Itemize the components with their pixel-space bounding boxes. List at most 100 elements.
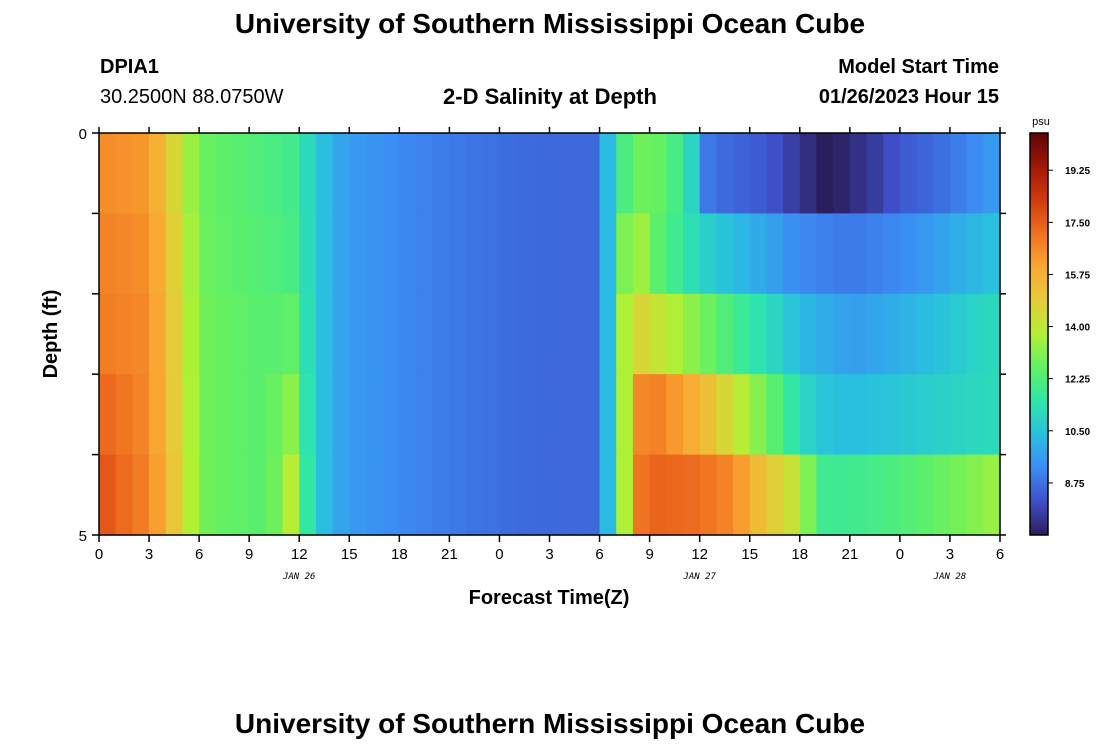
heatmap-cell — [899, 133, 918, 214]
heatmap-cell — [716, 454, 734, 536]
heatmap-cell — [699, 374, 717, 456]
salinity-heatmap-chart: 0 3 6 9 12 15 18 21 0 3 6 9 12 15 18 21 0 3 6 JAN 26 JAN 27 J… — [40, 116, 1090, 609]
heatmap-cell — [199, 374, 217, 456]
heatmap-cell — [566, 213, 584, 295]
heatmap-cell — [399, 133, 417, 214]
heatmap-cell — [783, 133, 801, 214]
x-tick-label: 9 — [245, 546, 253, 563]
heatmap-cell — [966, 133, 984, 214]
heatmap-cell — [332, 213, 350, 295]
colorbar: psu 8.75 10.50 12.25 14.00 15.75 17.50 19.25 — [1029, 116, 1090, 536]
heatmap-cell — [682, 133, 701, 214]
heatmap-cell — [199, 213, 217, 295]
heatmap-cell — [182, 293, 200, 375]
x-axis-label: Forecast Time(Z) — [469, 587, 630, 609]
heatmap-cell — [265, 454, 284, 536]
heatmap-cell — [315, 133, 334, 214]
heatmap-cell — [315, 293, 334, 375]
heatmap-cell — [649, 293, 667, 375]
heatmap-cell — [733, 454, 751, 536]
x-tick-label: 15 — [741, 546, 758, 563]
heatmap-cell — [849, 213, 868, 295]
heatmap-cell — [482, 293, 501, 375]
x-tick-label: 3 — [946, 546, 954, 563]
heatmap-cell — [733, 213, 751, 295]
date-label: JAN 26 — [282, 572, 316, 582]
heatmap-cell — [833, 454, 851, 536]
heatmap-cell — [649, 133, 667, 214]
heatmap-cell — [432, 213, 450, 295]
heatmap-cell — [883, 454, 901, 536]
heatmap-cell — [149, 293, 167, 375]
heatmap-cell — [866, 293, 884, 375]
heatmap-cell — [165, 374, 184, 456]
heatmap-cell — [449, 133, 467, 214]
heatmap-cell — [99, 454, 117, 536]
heatmap-cell — [182, 133, 200, 214]
colorbar-tick-label: 14.00 — [1065, 323, 1090, 334]
heatmap-cell — [833, 213, 851, 295]
heatmap-cell — [616, 374, 634, 456]
heatmap-cell — [566, 374, 584, 456]
heatmap-cell — [682, 374, 701, 456]
heatmap-cell — [716, 133, 734, 214]
heatmap-cell — [983, 293, 1001, 375]
heatmap-cell — [582, 374, 601, 456]
heatmap-cell — [516, 374, 534, 456]
heatmap-cell — [966, 374, 984, 456]
heatmap-cell — [232, 293, 250, 375]
heatmap-cell — [416, 293, 434, 375]
heatmap-cell — [115, 213, 133, 295]
x-tick-label: 21 — [841, 546, 858, 563]
heatmap-cell — [516, 133, 534, 214]
heatmap-cell — [215, 454, 234, 536]
heatmap-cell — [916, 454, 934, 536]
heatmap-cell — [232, 454, 250, 536]
heatmap-cell — [549, 454, 567, 536]
heatmap-cell — [499, 293, 517, 375]
heatmap-cell — [182, 374, 200, 456]
heatmap-cell — [599, 293, 617, 375]
y-tick-label: 5 — [79, 528, 87, 545]
heatmap-cell — [799, 293, 818, 375]
colorbar-tick-label: 10.50 — [1065, 427, 1090, 438]
heatmap-cell — [883, 133, 901, 214]
heatmap-cell — [783, 454, 801, 536]
heatmap-cell — [532, 293, 551, 375]
heatmap-cell — [766, 374, 784, 456]
y-axis: 05 — [79, 126, 1006, 545]
heatmap-cell — [632, 293, 651, 375]
heatmap-cell — [382, 293, 400, 375]
heatmap-cell — [349, 374, 367, 456]
heatmap-cell — [115, 293, 133, 375]
plot-title: 2-D Salinity at Depth — [443, 84, 657, 109]
heatmap-cell — [165, 213, 184, 295]
heatmap-cell — [466, 133, 484, 214]
heatmap-cell — [99, 293, 117, 375]
colorbar-tick-label: 17.50 — [1065, 218, 1090, 229]
heatmap-cell — [466, 374, 484, 456]
heatmap-cell — [949, 374, 968, 456]
heatmap-cell — [616, 133, 634, 214]
heatmap-cell — [215, 213, 234, 295]
heatmap-cell — [682, 213, 701, 295]
heatmap-cell — [599, 133, 617, 214]
heatmap-cell — [315, 213, 334, 295]
heatmap-cell — [599, 454, 617, 536]
heatmap-cell — [332, 293, 350, 375]
heatmap-cell — [532, 213, 551, 295]
heatmap-cell — [549, 374, 567, 456]
heatmap-cell — [899, 213, 918, 295]
heatmap-cell — [866, 454, 884, 536]
heatmap-cell — [416, 133, 434, 214]
heatmap-cell — [299, 293, 317, 375]
heatmap-cell — [966, 293, 984, 375]
colorbar-gradient — [1029, 132, 1049, 536]
heatmap-cell — [816, 454, 834, 536]
heatmap-cell — [232, 213, 250, 295]
heatmap-cell — [165, 133, 184, 214]
heatmap-cell — [833, 293, 851, 375]
heatmap-cell — [916, 213, 934, 295]
x-tick-label: 3 — [145, 546, 153, 563]
heatmap-cell — [933, 213, 951, 295]
